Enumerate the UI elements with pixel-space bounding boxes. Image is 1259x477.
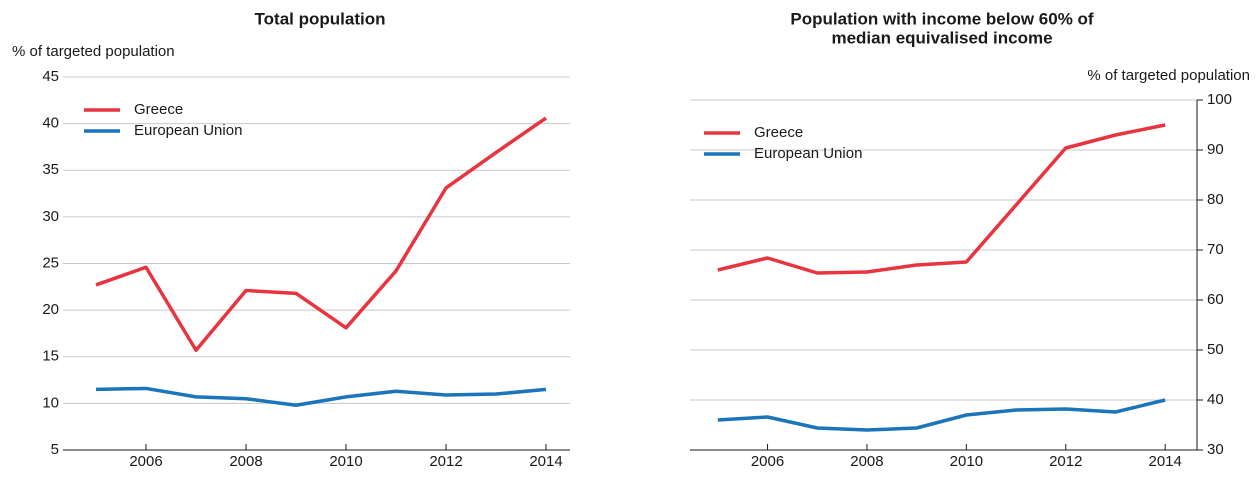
legend-label: European Union bbox=[754, 145, 862, 162]
x-tick-label: 2010 bbox=[329, 453, 362, 470]
y-tick-label: 40 bbox=[1207, 391, 1224, 408]
y-tick-label: 10 bbox=[42, 394, 59, 411]
y-axis-label: % of targeted population bbox=[12, 43, 175, 60]
y-tick-label: 30 bbox=[42, 208, 59, 225]
y-tick-label: 5 bbox=[51, 441, 59, 458]
y-tick-label: 70 bbox=[1207, 241, 1224, 258]
x-tick-label: 2006 bbox=[751, 453, 784, 470]
x-tick-label: 2012 bbox=[429, 453, 462, 470]
legend-label: Greece bbox=[134, 101, 183, 118]
x-tick-label: 2010 bbox=[950, 453, 983, 470]
y-tick-label: 35 bbox=[42, 161, 59, 178]
chart-title: median equivalised income bbox=[831, 28, 1052, 47]
chart-title: Population with income below 60% of bbox=[790, 9, 1094, 28]
x-tick-label: 2012 bbox=[1049, 453, 1082, 470]
legend-label: European Union bbox=[134, 122, 242, 139]
y-tick-label: 40 bbox=[42, 115, 59, 132]
y-tick-label: 20 bbox=[42, 301, 59, 318]
y-tick-label: 25 bbox=[42, 254, 59, 271]
data-line bbox=[95, 386, 547, 407]
x-tick-label: 2014 bbox=[1149, 453, 1182, 470]
y-tick-label: 50 bbox=[1207, 341, 1224, 358]
data-line bbox=[95, 116, 547, 352]
legend-label: Greece bbox=[754, 124, 803, 141]
x-tick-label: 2006 bbox=[129, 453, 162, 470]
chart-title: Total population bbox=[255, 9, 386, 28]
x-tick-label: 2014 bbox=[529, 453, 562, 470]
y-tick-label: 100 bbox=[1207, 91, 1232, 108]
x-tick-label: 2008 bbox=[850, 453, 883, 470]
data-line bbox=[717, 398, 1166, 432]
y-tick-label: 30 bbox=[1207, 441, 1224, 458]
y-tick-label: 45 bbox=[42, 68, 59, 85]
y-tick-label: 90 bbox=[1207, 141, 1224, 158]
y-tick-label: 15 bbox=[42, 348, 59, 365]
y-tick-label: 60 bbox=[1207, 291, 1224, 308]
y-tick-label: 80 bbox=[1207, 191, 1224, 208]
y-axis-label: % of targeted population bbox=[1087, 67, 1250, 84]
x-tick-label: 2008 bbox=[229, 453, 262, 470]
data-line bbox=[717, 123, 1166, 275]
